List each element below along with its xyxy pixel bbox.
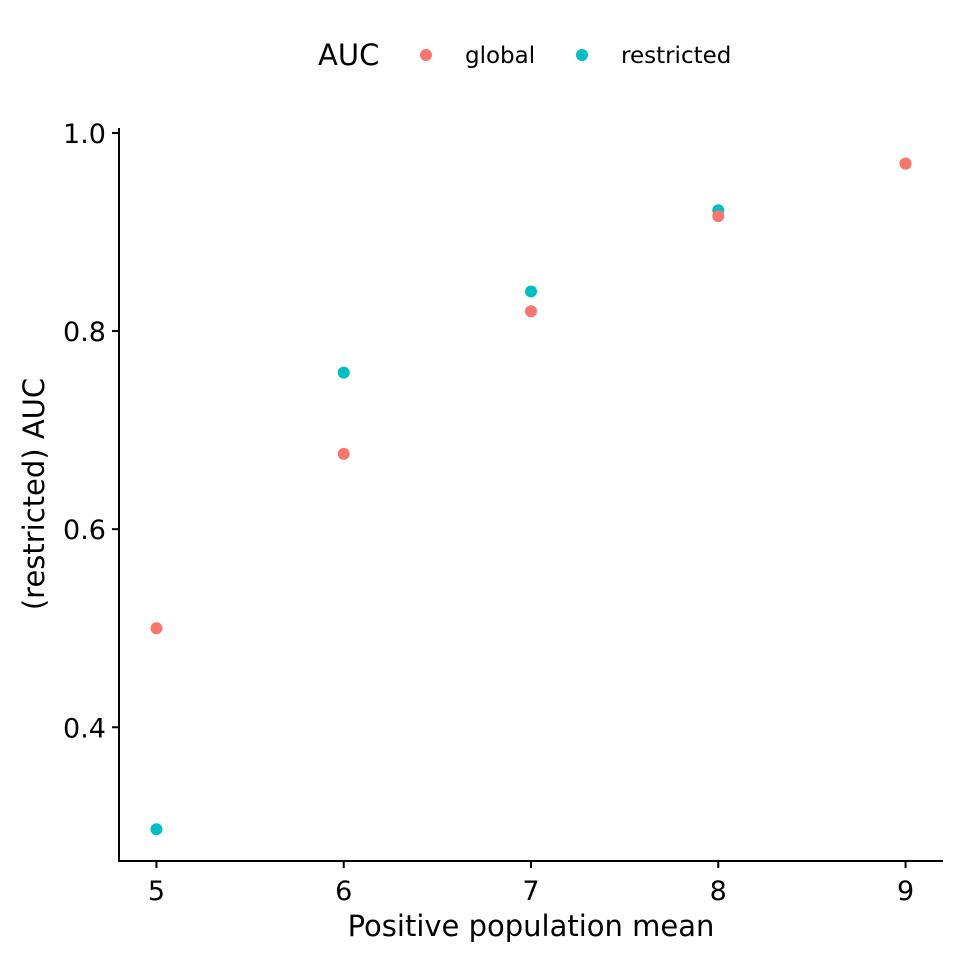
legend-label-restricted: restricted	[621, 43, 731, 69]
y-tick-label: 0.4	[63, 713, 106, 744]
y-tick-label: 0.6	[63, 515, 106, 546]
point-global	[150, 622, 163, 635]
y-tick-label: 1.0	[63, 119, 106, 150]
point-restricted	[150, 823, 163, 836]
x-tick-label: 8	[710, 876, 727, 907]
data-points	[150, 157, 912, 836]
legend-title: AUC	[318, 38, 379, 72]
x-axis-title: Positive population mean	[348, 909, 715, 943]
point-global	[712, 210, 725, 223]
x-tick-label: 9	[897, 876, 914, 907]
y-tick-label: 0.8	[63, 317, 106, 348]
y-axis-title: (restricted) AUC	[17, 378, 51, 610]
legend: AUC global restricted	[318, 38, 731, 72]
x-tick-label: 6	[335, 876, 352, 907]
point-restricted	[337, 366, 350, 379]
x-tick-label: 7	[522, 876, 539, 907]
point-global	[525, 305, 537, 318]
legend-label-global: global	[465, 43, 535, 69]
x-tick-label: 5	[148, 876, 165, 907]
x-ticks: 5 6 7 8 9	[148, 861, 914, 907]
y-ticks: 0.4 0.6 0.8 1.0	[63, 119, 119, 744]
legend-key-restricted	[576, 49, 588, 61]
point-global	[337, 447, 350, 460]
point-global	[899, 157, 912, 170]
legend-key-global	[420, 49, 432, 61]
point-restricted	[525, 285, 537, 298]
